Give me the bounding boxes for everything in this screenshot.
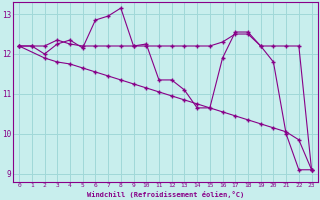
X-axis label: Windchill (Refroidissement éolien,°C): Windchill (Refroidissement éolien,°C) <box>87 191 244 198</box>
